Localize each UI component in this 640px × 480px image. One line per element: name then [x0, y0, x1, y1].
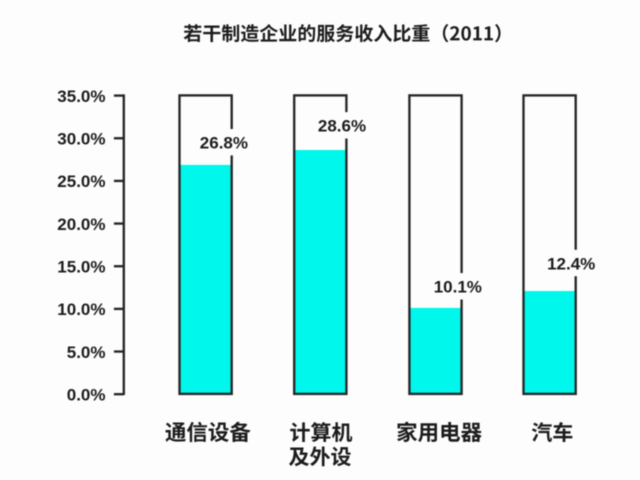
svg-text:10.1%: 10.1% [434, 278, 482, 297]
svg-text:26.8%: 26.8% [200, 134, 248, 153]
svg-text:10.0%: 10.0% [57, 300, 105, 319]
svg-text:28.6%: 28.6% [318, 117, 366, 136]
svg-text:30.0%: 30.0% [57, 130, 105, 149]
svg-text:25.0%: 25.0% [57, 172, 105, 191]
svg-text:20.0%: 20.0% [57, 215, 105, 234]
svg-text:12.4%: 12.4% [547, 254, 595, 273]
svg-text:15.0%: 15.0% [57, 258, 105, 277]
svg-text:35.0%: 35.0% [57, 87, 105, 106]
svg-text:0.0%: 0.0% [67, 386, 106, 405]
svg-text:5.0%: 5.0% [67, 343, 106, 362]
